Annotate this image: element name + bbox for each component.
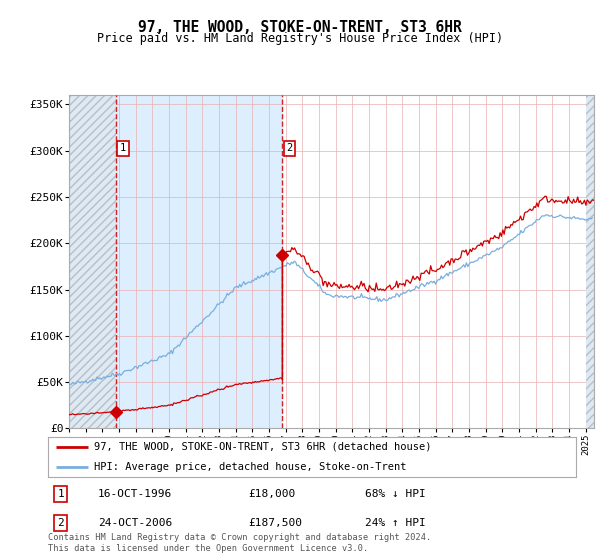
Text: 97, THE WOOD, STOKE-ON-TRENT, ST3 6HR (detached house): 97, THE WOOD, STOKE-ON-TRENT, ST3 6HR (d… [94,442,432,452]
Text: 24% ↑ HPI: 24% ↑ HPI [365,519,425,528]
Text: 16-OCT-1996: 16-OCT-1996 [98,489,172,499]
Bar [69,95,116,428]
Text: 1: 1 [120,143,126,153]
Text: £18,000: £18,000 [248,489,296,499]
Text: 68% ↓ HPI: 68% ↓ HPI [365,489,425,499]
Bar [586,95,594,428]
Text: Contains HM Land Registry data © Crown copyright and database right 2024.
This d: Contains HM Land Registry data © Crown c… [48,533,431,553]
Bar [116,95,283,428]
Text: £187,500: £187,500 [248,519,302,528]
Text: 97, THE WOOD, STOKE-ON-TRENT, ST3 6HR: 97, THE WOOD, STOKE-ON-TRENT, ST3 6HR [138,20,462,35]
Text: 2: 2 [287,143,293,153]
Text: 2: 2 [58,519,64,528]
Text: Price paid vs. HM Land Registry's House Price Index (HPI): Price paid vs. HM Land Registry's House … [97,32,503,45]
Text: 1: 1 [58,489,64,499]
Text: 24-OCT-2006: 24-OCT-2006 [98,519,172,528]
Text: HPI: Average price, detached house, Stoke-on-Trent: HPI: Average price, detached house, Stok… [94,462,407,472]
